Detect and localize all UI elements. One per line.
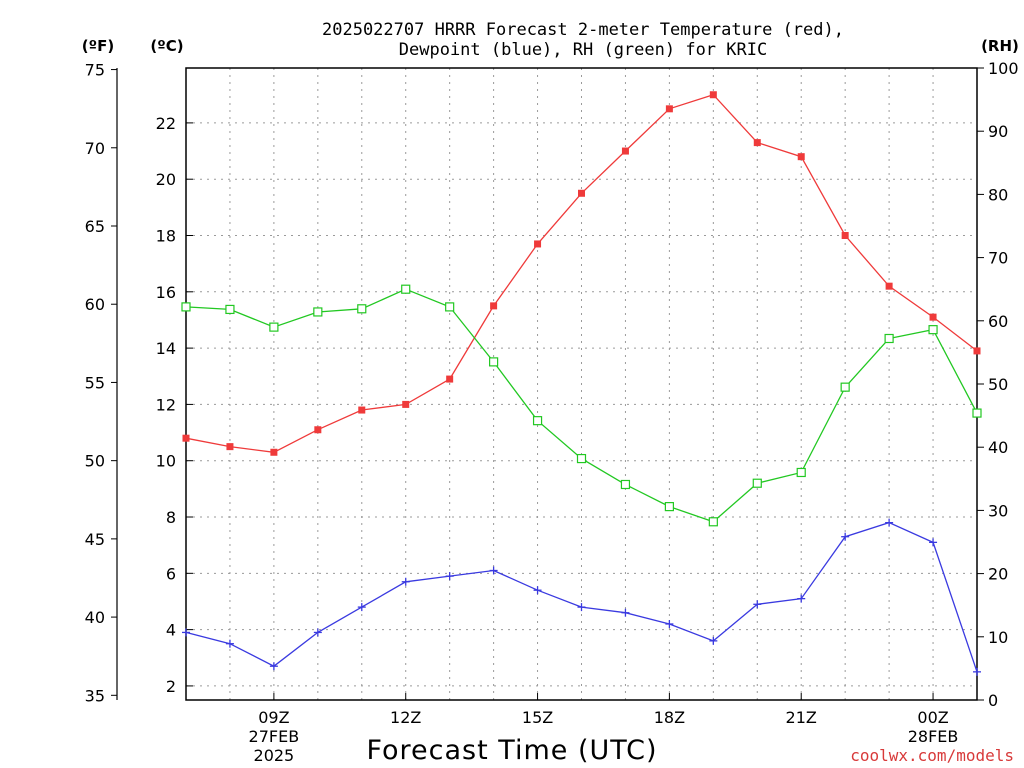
rh-point: [796, 467, 806, 478]
y-left-outer-unit-label: (ºF): [82, 37, 114, 55]
y-fahrenheit-tick-label: 45: [85, 530, 105, 549]
x-tick-date-label: 28FEB: [908, 727, 959, 746]
axes: 2 4 6 8 10 12 14 16 18 20 22 35 40 45 50 55 60 65 70 75 0 10 2…: [85, 59, 1019, 765]
rh-point: [489, 357, 499, 367]
dewpoint-series: [182, 518, 981, 676]
y-fahrenheit-tick-label: 65: [85, 217, 105, 236]
rh-point: [752, 478, 762, 488]
y-rh-tick-label: 40: [988, 438, 1008, 457]
rh-point: [708, 517, 718, 527]
x-tick-label: 09Z: [258, 708, 289, 727]
temperature-point: [578, 189, 585, 197]
temperature-point: [841, 232, 849, 240]
rh-point: [357, 304, 367, 314]
y-rh-tick-label: 10: [988, 628, 1008, 647]
y-rh-tick-label: 20: [988, 565, 1008, 584]
temperature-point: [358, 406, 366, 414]
temperature-point: [753, 139, 761, 147]
temperature-point: [490, 302, 498, 310]
temperature-point: [885, 282, 893, 290]
chart-title-line1: 2025022707 HRRR Forecast 2-meter Tempera…: [322, 20, 844, 40]
y-fahrenheit-tick-label: 35: [85, 686, 105, 705]
temperature-point: [665, 105, 673, 113]
y-right-unit-label: (RH): [981, 37, 1019, 55]
y-fahrenheit-tick-label: 50: [85, 452, 105, 471]
y-rh-tick-label: 60: [988, 312, 1008, 331]
rh-point: [181, 302, 191, 312]
y-rh-tick-label: 30: [988, 501, 1008, 520]
rh-point: [664, 502, 674, 512]
rh-series: [181, 284, 982, 527]
rh-point: [269, 322, 279, 332]
rh-point: [620, 479, 631, 490]
y-celsius-tick-label: 18: [156, 227, 176, 246]
y-rh-tick-label: 70: [988, 249, 1008, 268]
rh-point: [445, 302, 455, 312]
y-celsius-tick-label: 12: [156, 395, 176, 414]
data-series: [181, 91, 982, 676]
y-fahrenheit-tick-label: 40: [85, 608, 105, 627]
y-celsius-tick-label: 10: [156, 452, 176, 471]
temperature-point: [182, 434, 190, 442]
x-tick-label: 21Z: [786, 708, 817, 727]
rh-point: [313, 307, 323, 317]
y-fahrenheit-tick-label: 70: [85, 139, 105, 158]
temperature-point: [797, 153, 805, 161]
y-rh-tick-label: 80: [988, 185, 1008, 204]
watermark: coolwx.com/models: [850, 746, 1014, 765]
x-tick-label: 15Z: [522, 708, 553, 727]
x-tick-date-label: 27FEB: [249, 727, 300, 746]
y-rh-tick-label: 90: [988, 122, 1008, 141]
x-tick-label: 12Z: [390, 708, 421, 727]
y-rh-tick-label: 0: [988, 691, 998, 710]
rh-point: [225, 304, 235, 315]
temperature-point: [270, 448, 278, 456]
rh-point: [401, 284, 411, 294]
y-fahrenheit-tick-label: 55: [85, 373, 105, 392]
rh-point: [884, 333, 894, 344]
temperature-point: [226, 443, 234, 451]
y-rh-tick-label: 100: [988, 59, 1019, 78]
y-celsius-tick-label: 20: [156, 170, 176, 189]
y-celsius-tick-label: 22: [156, 114, 176, 133]
temperature-point: [929, 313, 937, 321]
x-tick-label: 00Z: [917, 708, 948, 727]
x-axis-label: Forecast Time (UTC): [366, 735, 657, 766]
rh-point: [576, 453, 587, 464]
temperature-point: [534, 240, 542, 248]
y-celsius-tick-label: 8: [166, 508, 176, 527]
temperature-series: [182, 91, 981, 456]
rh-point: [928, 325, 938, 335]
temperature-point: [314, 426, 322, 434]
x-tick-label: 18Z: [654, 708, 685, 727]
temperature-point: [402, 400, 410, 408]
temperature-point: [621, 147, 629, 155]
temperature-point: [709, 91, 717, 99]
rh-point: [972, 408, 982, 418]
rh-point: [532, 416, 543, 426]
temperature-point: [446, 375, 454, 383]
x-tick-year-label: 2025: [254, 746, 295, 765]
chart-title-line2: Dewpoint (blue), RH (green) for KRIC: [399, 40, 767, 60]
temperature-point: [973, 347, 981, 355]
y-left-inner-unit-label: (ºC): [150, 37, 183, 55]
y-celsius-tick-label: 2: [166, 677, 176, 696]
y-fahrenheit-tick-label: 60: [85, 295, 105, 314]
y-celsius-tick-label: 4: [166, 621, 176, 640]
y-rh-tick-label: 50: [988, 375, 1008, 394]
y-fahrenheit-tick-label: 75: [85, 61, 105, 80]
y-celsius-tick-label: 16: [156, 283, 176, 302]
y-celsius-tick-label: 14: [156, 339, 176, 358]
y-celsius-tick-label: 6: [166, 564, 176, 583]
rh-point: [840, 382, 850, 392]
